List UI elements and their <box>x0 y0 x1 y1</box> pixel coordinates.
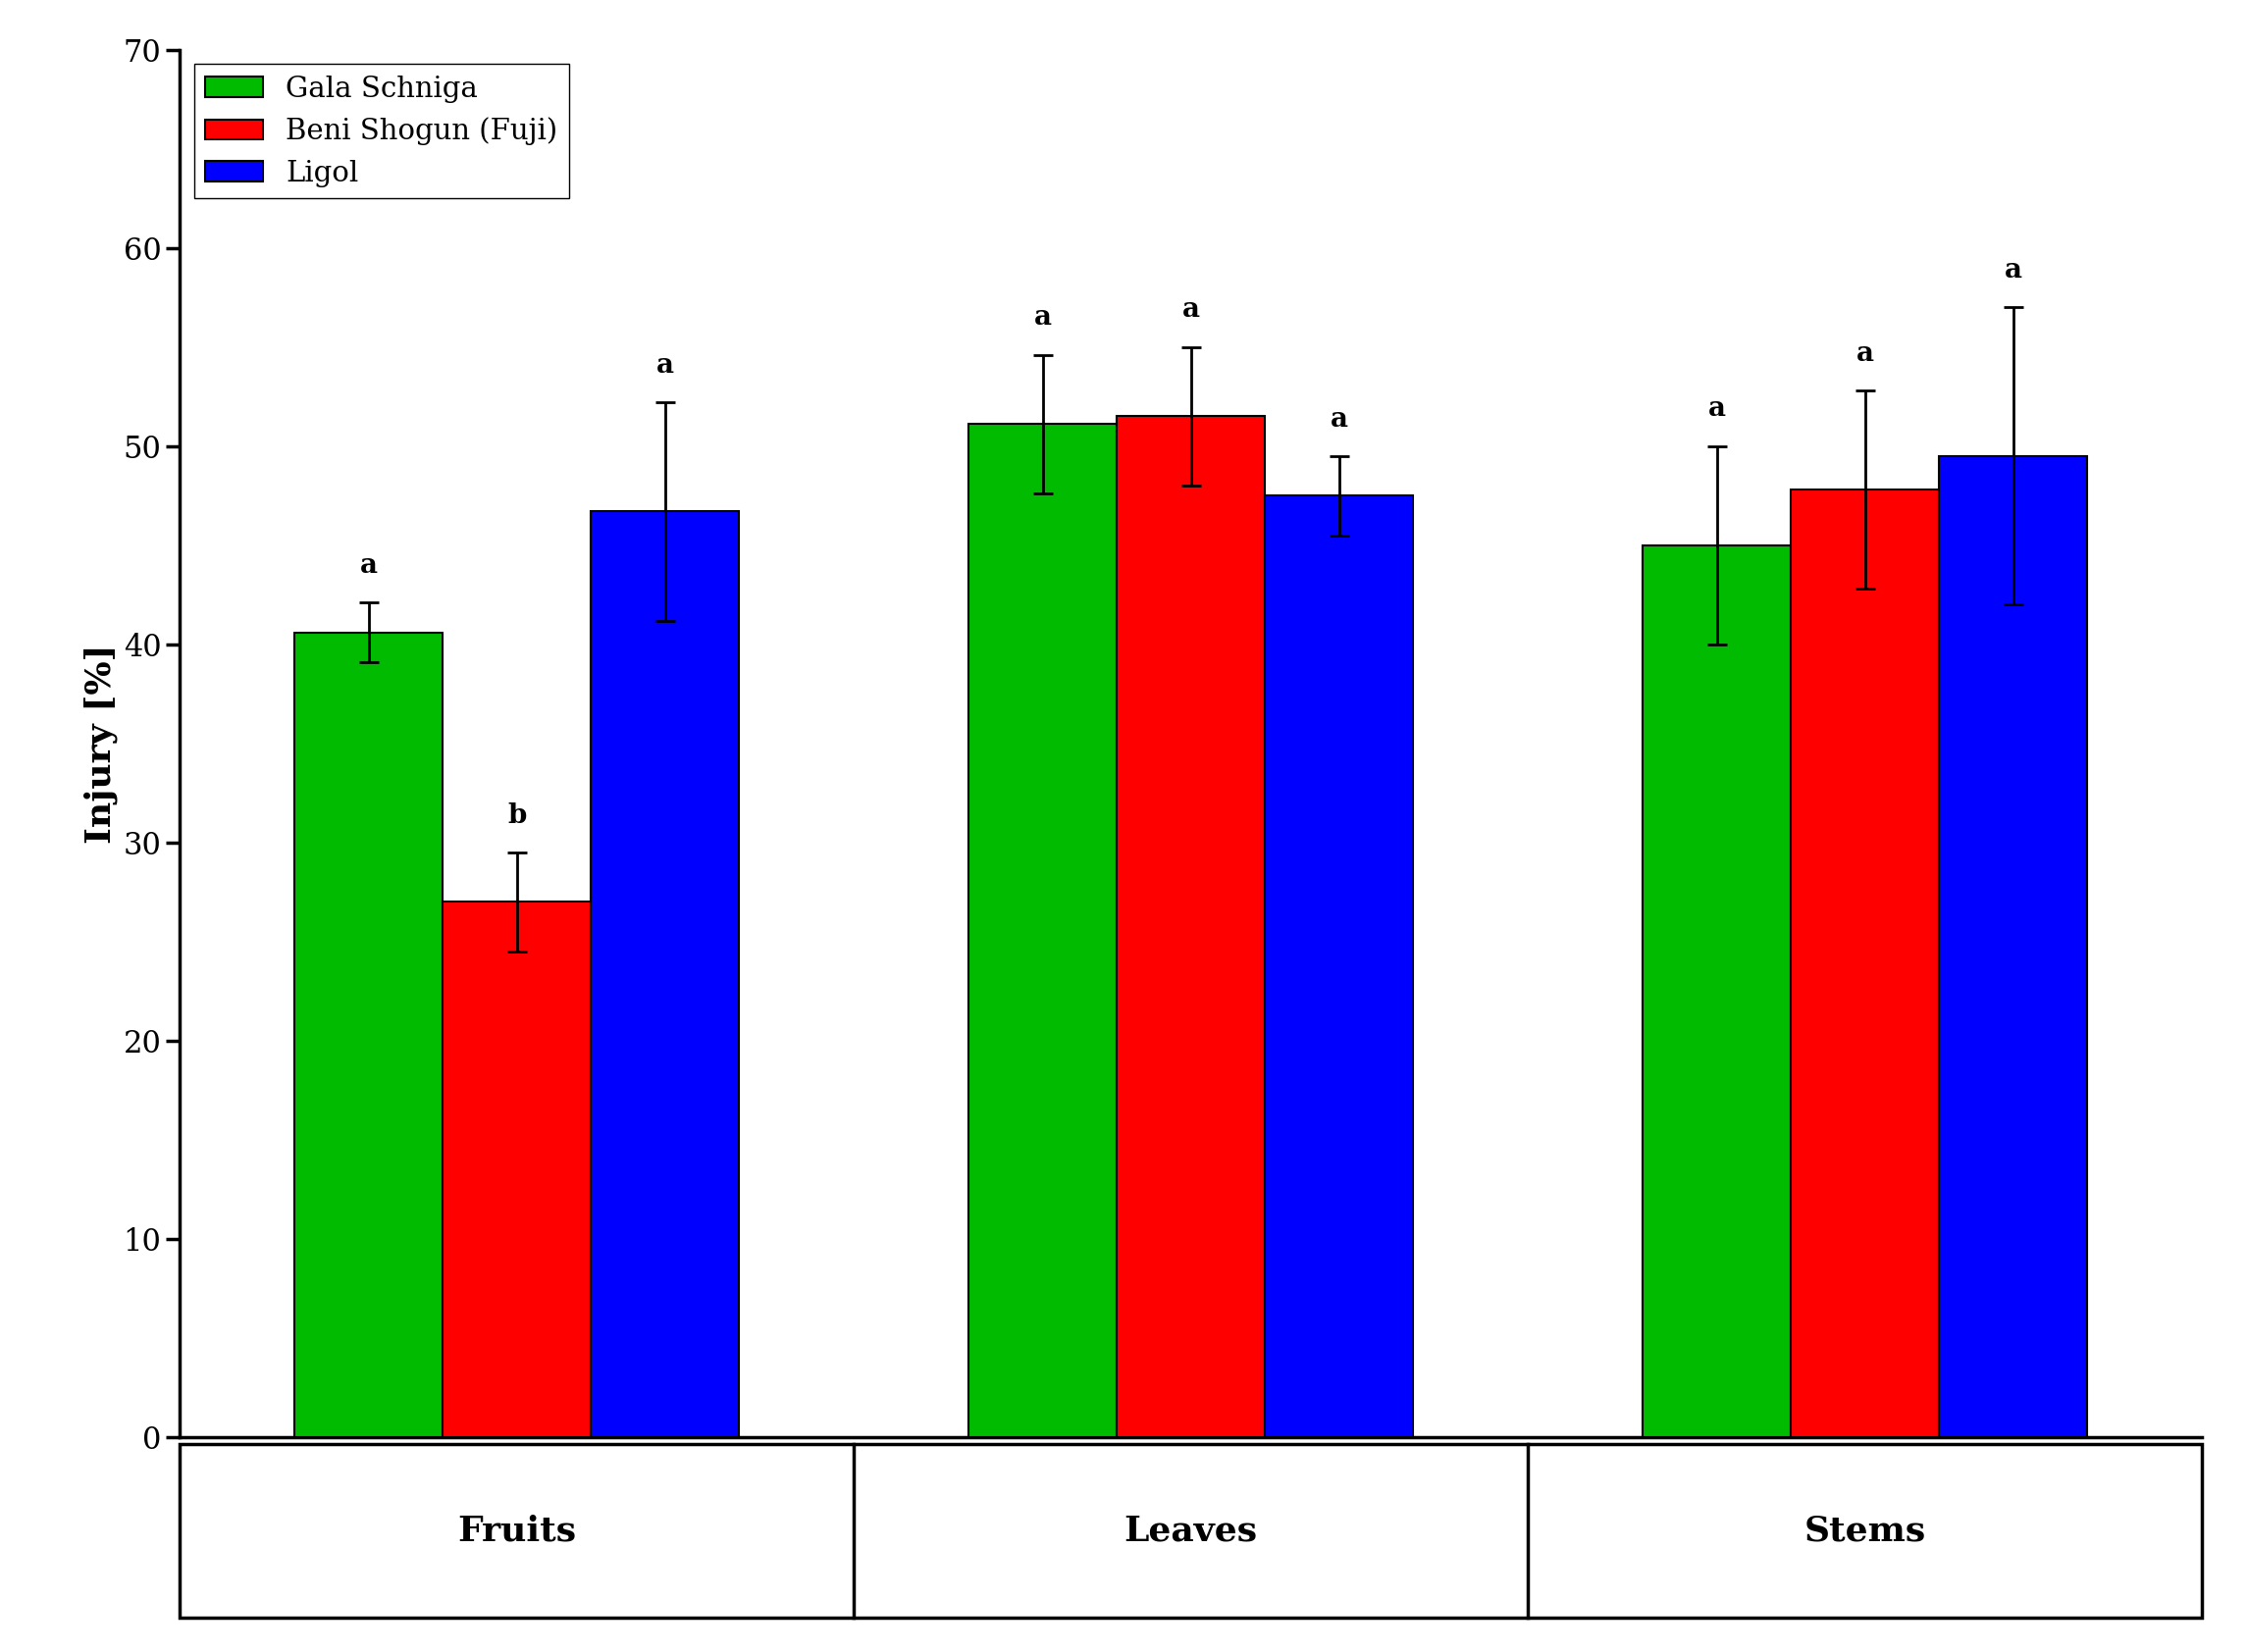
Text: a: a <box>1856 340 1874 367</box>
Y-axis label: Injury [%]: Injury [%] <box>83 644 117 843</box>
Bar <box>1643 545 1791 1437</box>
FancyBboxPatch shape <box>180 1444 2202 1617</box>
Legend: Gala Schniga, Beni Shogun (Fuji), Ligol: Gala Schniga, Beni Shogun (Fuji), Ligol <box>193 64 568 198</box>
Bar <box>294 633 443 1437</box>
Text: a: a <box>1330 406 1348 433</box>
Bar <box>1117 416 1265 1437</box>
Text: a: a <box>1182 297 1200 324</box>
Text: Fruits: Fruits <box>458 1515 575 1548</box>
Bar <box>1791 489 1939 1437</box>
Bar <box>443 902 591 1437</box>
Text: a: a <box>1034 304 1052 330</box>
Bar <box>591 512 739 1437</box>
Text: a: a <box>1708 396 1726 423</box>
Text: a: a <box>360 552 377 578</box>
Text: Leaves: Leaves <box>1124 1515 1258 1548</box>
Bar <box>968 425 1117 1437</box>
Text: Stems: Stems <box>1804 1515 1926 1548</box>
Text: a: a <box>656 352 674 378</box>
Text: a: a <box>2004 258 2022 284</box>
Text: b: b <box>508 803 526 829</box>
Bar <box>1265 496 1413 1437</box>
Bar <box>1939 456 2087 1437</box>
